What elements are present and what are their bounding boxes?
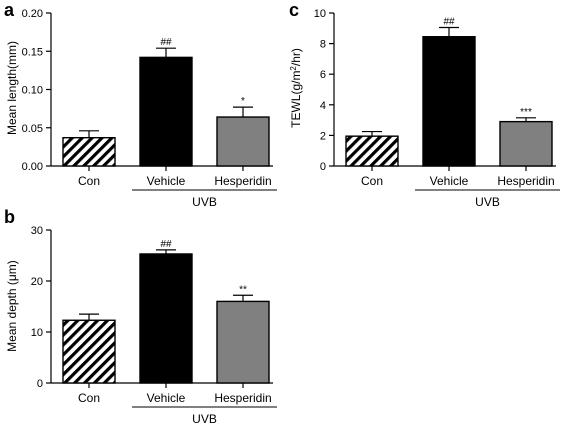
y-tick-label: 20 [31, 276, 43, 288]
x-tick-label: Hesperidin [214, 174, 271, 188]
y-tick-label: 0.10 [22, 85, 43, 97]
significance-label: ** [239, 284, 247, 295]
panel-a-ylabel: Mean length(mm) [5, 41, 19, 135]
x-tick-label: Con [78, 174, 100, 188]
panel-b-ylabel: Mean depth (μm) [5, 260, 19, 352]
y-tick-label: 8 [320, 39, 326, 51]
y-tick-label: 4 [320, 100, 326, 112]
panel-c: c 0 2 4 6 8 10 Con Vehicle Hesperidin UVB ## *** T… [289, 0, 560, 209]
bar-vehicle [139, 56, 193, 167]
panel-a-axes: 0.00 0.05 0.10 0.15 0.20 Con Vehicle Hesperidin… [22, 8, 277, 209]
bar-hesperidin [216, 116, 270, 167]
significance-label: ## [160, 37, 172, 48]
panel-c-bars: ## *** [345, 17, 553, 167]
group-label: UVB [192, 412, 217, 425]
x-tick-label: Con [361, 174, 383, 188]
panel-c-ylabel: TEWL(g/m2/hr) [289, 48, 303, 128]
panel-letter-a: a [4, 0, 15, 20]
panel-b-bars: ## ** [62, 239, 270, 384]
y-tick-label: 30 [31, 225, 43, 237]
bar-con [62, 136, 116, 167]
panel-letter-c: c [289, 0, 299, 20]
bar-con [62, 319, 116, 384]
group-label: UVB [475, 195, 500, 209]
significance-label: * [241, 96, 245, 107]
y-tick-label: 2 [320, 130, 326, 142]
bar-con [345, 135, 399, 167]
significance-label: *** [520, 107, 532, 118]
y-tick-label: 0.15 [22, 46, 43, 58]
bar-hesperidin [499, 120, 553, 167]
y-tick-label: 10 [31, 327, 43, 339]
panel-b: b 0 10 20 30 Con Vehicle Hesperidin UVB ## ** Me… [4, 207, 277, 425]
x-tick-label: Vehicle [147, 174, 186, 188]
y-tick-label: 6 [320, 69, 326, 81]
panel-letter-b: b [4, 207, 15, 227]
y-tick-label: 0 [320, 161, 326, 173]
y-tick-label: 0 [37, 378, 43, 390]
x-tick-label: Hesperidin [497, 174, 554, 188]
bar-vehicle [422, 36, 476, 167]
x-tick-label: Con [78, 391, 100, 405]
x-tick-label: Vehicle [430, 174, 469, 188]
panel-a: a 0.00 0.05 0.10 0.15 0.20 Con Vehicle Hesperid… [4, 0, 277, 209]
panel-a-bars: ## * [62, 37, 270, 167]
bar-vehicle [139, 253, 193, 384]
significance-label: ## [160, 239, 172, 250]
x-tick-label: Vehicle [147, 391, 186, 405]
bar-hesperidin [216, 300, 270, 384]
significance-label: ## [443, 17, 455, 28]
group-label: UVB [192, 195, 217, 209]
y-tick-label: 0.00 [22, 161, 43, 173]
y-tick-label: 0.05 [22, 123, 43, 135]
y-tick-label: 10 [314, 8, 326, 20]
x-tick-label: Hesperidin [214, 391, 271, 405]
y-tick-label: 0.20 [22, 8, 43, 20]
